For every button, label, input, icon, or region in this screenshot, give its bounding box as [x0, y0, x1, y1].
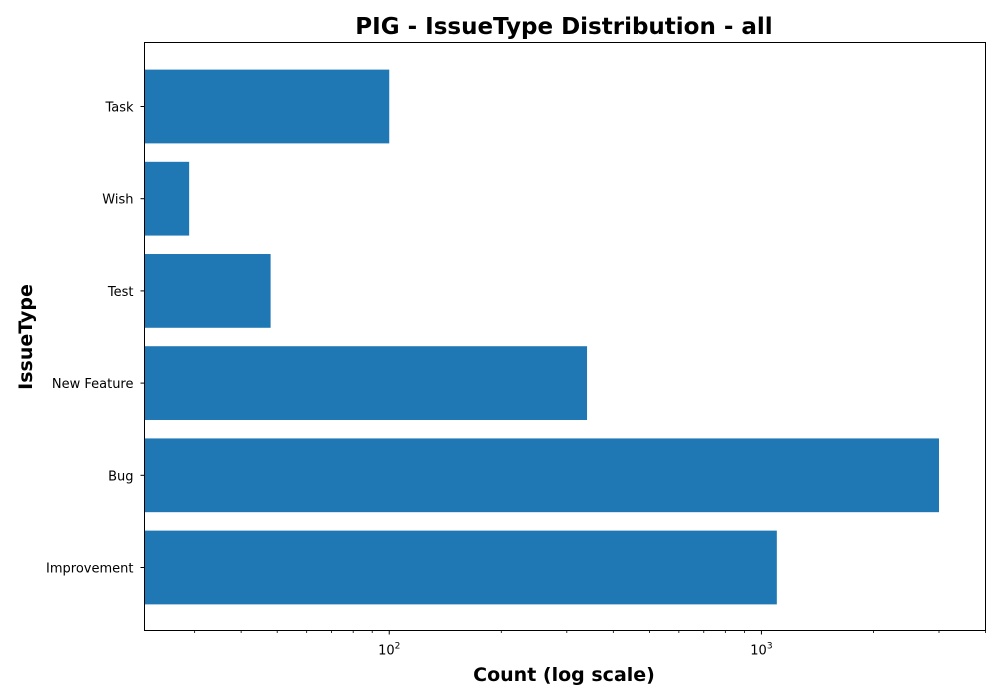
- bars-group: [144, 69, 939, 605]
- y-axis-ticks: Improvement Bug New Feature Test Wish Task: [46, 101, 145, 577]
- x-axis-label: Count (log scale): [473, 664, 655, 686]
- y-axis-label: IssueType: [15, 284, 37, 390]
- x-axis-ticks: 102 103: [194, 630, 986, 659]
- bar-task: [144, 69, 390, 144]
- y-tick-label-improvement: Improvement: [46, 562, 133, 577]
- plot-frame: [144, 42, 986, 631]
- x-tick-label: 102: [378, 642, 400, 659]
- bar-new-feature: [144, 346, 588, 420]
- chart-title: PIG - IssueType Distribution - all: [355, 14, 772, 40]
- y-tick-label-new-feature: New Feature: [52, 377, 134, 392]
- bar-bug: [144, 438, 939, 513]
- bar-wish: [144, 161, 190, 236]
- bar-test: [144, 254, 271, 328]
- bar-improvement: [144, 530, 777, 605]
- x-tick-label: 103: [750, 642, 772, 659]
- y-tick-label-wish: Wish: [102, 193, 133, 208]
- y-tick-label-test: Test: [107, 285, 134, 300]
- y-tick-label-task: Task: [104, 101, 134, 116]
- y-tick-label-bug: Bug: [108, 469, 133, 484]
